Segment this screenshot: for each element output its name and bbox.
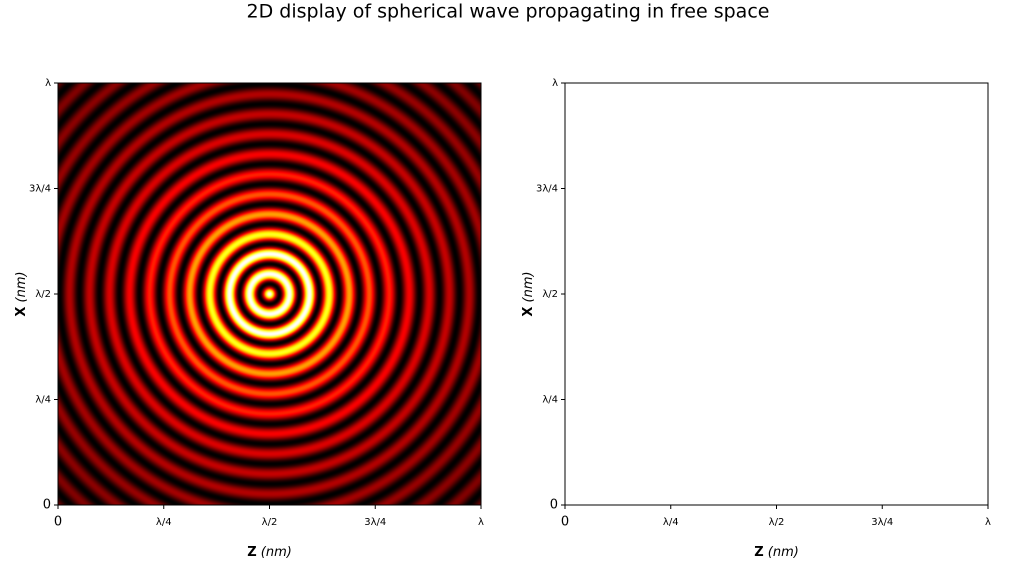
- x-tick-label: 0: [54, 515, 62, 530]
- x-tick-label: 0: [561, 515, 569, 530]
- x-tick-label: λ/2: [262, 517, 278, 528]
- y-tick-label: 0: [550, 498, 558, 513]
- x-tick-label: λ: [985, 517, 991, 528]
- x-axis-unit: (nm): [261, 545, 292, 560]
- y-axis-unit: (nm): [521, 271, 536, 302]
- y-tick-label: 0: [43, 498, 51, 513]
- y-tick-label: λ/4: [35, 395, 51, 406]
- y-tick-label: λ: [45, 78, 51, 89]
- x-tick-label: λ/4: [663, 517, 679, 528]
- y-tick-label: λ/2: [542, 289, 558, 300]
- wave-image: [58, 83, 481, 505]
- x-tick-label: λ: [478, 517, 484, 528]
- x-axis-unit: (nm): [768, 545, 799, 560]
- x-tick-label: 3λ/4: [871, 517, 893, 528]
- x-tick-label: λ/4: [156, 517, 172, 528]
- y-tick-label: λ/4: [542, 395, 558, 406]
- y-axis-symbol: X: [14, 307, 29, 317]
- figure-title: 2D display of spherical wave propagating…: [247, 1, 770, 23]
- x-axis-label: Z (nm): [247, 545, 292, 560]
- x-tick-label: λ/2: [769, 517, 785, 528]
- y-axis-unit: (nm): [14, 271, 29, 302]
- y-tick-label: λ: [552, 78, 558, 89]
- axes-frame: [564, 82, 989, 506]
- x-axis-symbol: Z: [247, 545, 256, 560]
- y-tick-label: λ/2: [35, 289, 51, 300]
- x-axis-label: Z (nm): [754, 545, 799, 560]
- y-axis-label: X (nm): [521, 271, 536, 316]
- y-tick-label: 3λ/4: [536, 184, 558, 195]
- x-tick-label: 3λ/4: [364, 517, 386, 528]
- y-tick-label: 3λ/4: [29, 184, 51, 195]
- x-axis-symbol: Z: [754, 545, 763, 560]
- y-axis-symbol: X: [521, 307, 536, 317]
- y-axis-label: X (nm): [14, 271, 29, 316]
